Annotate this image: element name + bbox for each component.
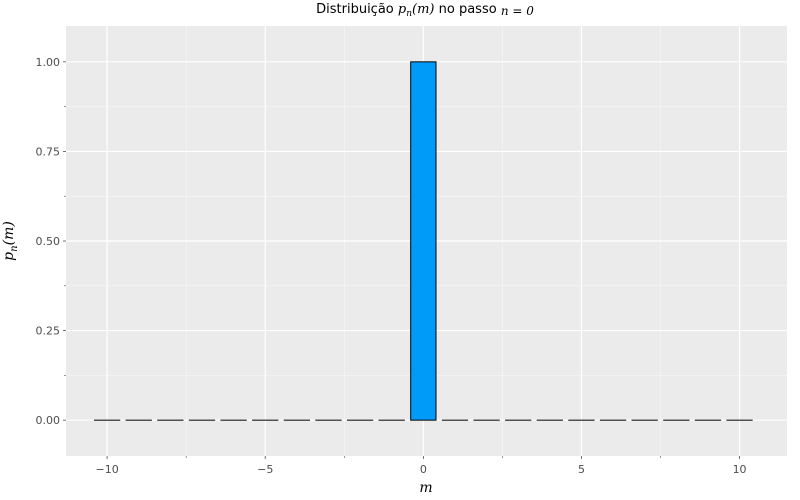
y-axis-ticks: 0.00 0.25 0.50 0.75 1.00 <box>36 56 66 427</box>
bar <box>410 61 437 421</box>
y-tick-label: 0.75 <box>36 145 61 158</box>
x-tick-label: −10 <box>96 463 119 476</box>
x-axis-ticks: −10 −5 0 5 10 <box>96 456 747 476</box>
y-tick-label: 0.50 <box>36 235 61 248</box>
chart-title: Distribuição pn(m) no passo n = 0 <box>316 2 534 19</box>
y-tick-label: 0.00 <box>36 414 61 427</box>
x-tick-label: 10 <box>733 463 747 476</box>
x-tick-label: −5 <box>257 463 273 476</box>
bars <box>93 61 753 421</box>
y-axis-label: pn(m) <box>1 221 20 261</box>
x-tick-label: 5 <box>578 463 585 476</box>
x-axis-label: m <box>419 480 432 496</box>
x-tick-label: 0 <box>420 463 427 476</box>
y-tick-label: 1.00 <box>36 56 61 69</box>
y-tick-label: 0.25 <box>36 325 61 338</box>
